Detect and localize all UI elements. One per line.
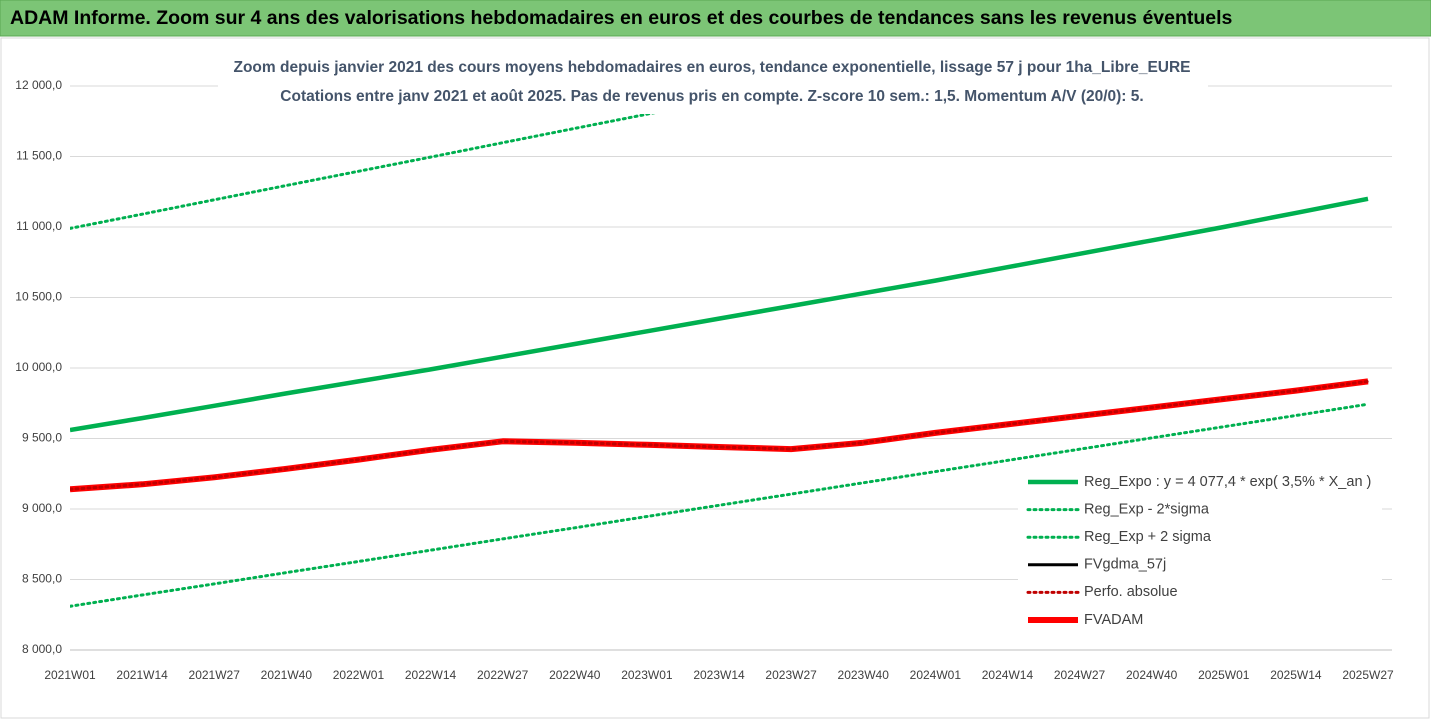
y-tick-label: 9 000,0 [22, 501, 62, 515]
y-tick-label: 8 000,0 [22, 642, 62, 656]
x-tick-label: 2022W27 [477, 668, 529, 682]
series-line [70, 402, 1370, 608]
y-tick-label: 11 500,0 [16, 149, 62, 163]
y-tick-label: 12 000,0 [15, 78, 62, 92]
x-tick-label: 2024W14 [982, 668, 1034, 682]
legend-label: Reg_Exp + 2 sigma [1084, 529, 1212, 545]
x-tick-label: 2022W01 [333, 668, 385, 682]
y-tick-label: 9 500,0 [22, 431, 62, 445]
x-tick-label: 2025W01 [1198, 668, 1250, 682]
x-tick-label: 2022W40 [549, 668, 601, 682]
chart-title: ADAM Informe. Zoom sur 4 ans des valoris… [10, 7, 1233, 29]
series-line [70, 379, 1370, 491]
series-line [70, 196, 1369, 433]
plot [70, 86, 1370, 608]
x-tick-label: 2021W40 [261, 668, 313, 682]
x-tick-label: 2023W14 [693, 668, 745, 682]
subtitle: Zoom depuis janvier 2021 des cours moyen… [233, 59, 1190, 76]
x-tick-label: 2025W27 [1342, 668, 1394, 682]
y-tick-label: 11 000,0 [16, 219, 62, 233]
legend-box [1018, 468, 1382, 638]
grid: 8 000,0 8 500,0 9 000,0 9 500,0 10 000,0 10 5… [15, 78, 1394, 682]
y-tick-label: 10 000,0 [15, 360, 62, 374]
legend: Reg_Expo : y = 4 077,4 * exp( 3,5% * X_a… [1026, 474, 1371, 628]
x-tick-label: 2022W14 [405, 668, 457, 682]
x-tick-label: 2025W14 [1270, 668, 1322, 682]
x-tick-label: 2024W01 [910, 668, 962, 682]
x-tick-label: 2021W27 [189, 668, 241, 682]
subtitle-box [218, 54, 1208, 114]
legend-label: Reg_Exp - 2*sigma [1084, 501, 1210, 517]
title-bar [0, 0, 1431, 37]
legend-label: FVgdma_57j [1084, 557, 1166, 573]
x-tick-label: 2023W01 [621, 668, 673, 682]
subtitle: Cotations entre janv 2021 et août 2025. … [280, 88, 1143, 105]
x-tick-label: 2023W27 [765, 668, 817, 682]
x-tick-label: 2023W40 [838, 668, 890, 682]
x-tick-label: 2024W27 [1054, 668, 1106, 682]
y-tick-label: 8 500,0 [22, 572, 62, 586]
y-tick-label: 10 500,0 [15, 290, 62, 304]
legend-label: Reg_Expo : y = 4 077,4 * exp( 3,5% * X_a… [1084, 474, 1371, 490]
legend-label: FVADAM [1084, 612, 1143, 628]
x-tick-label: 2024W40 [1126, 668, 1178, 682]
legend-label: Perfo. absolue [1084, 584, 1178, 600]
chart-frame [0, 37, 1430, 719]
x-tick-label: 2021W14 [116, 668, 168, 682]
x-tick-label: 2021W01 [44, 668, 96, 682]
